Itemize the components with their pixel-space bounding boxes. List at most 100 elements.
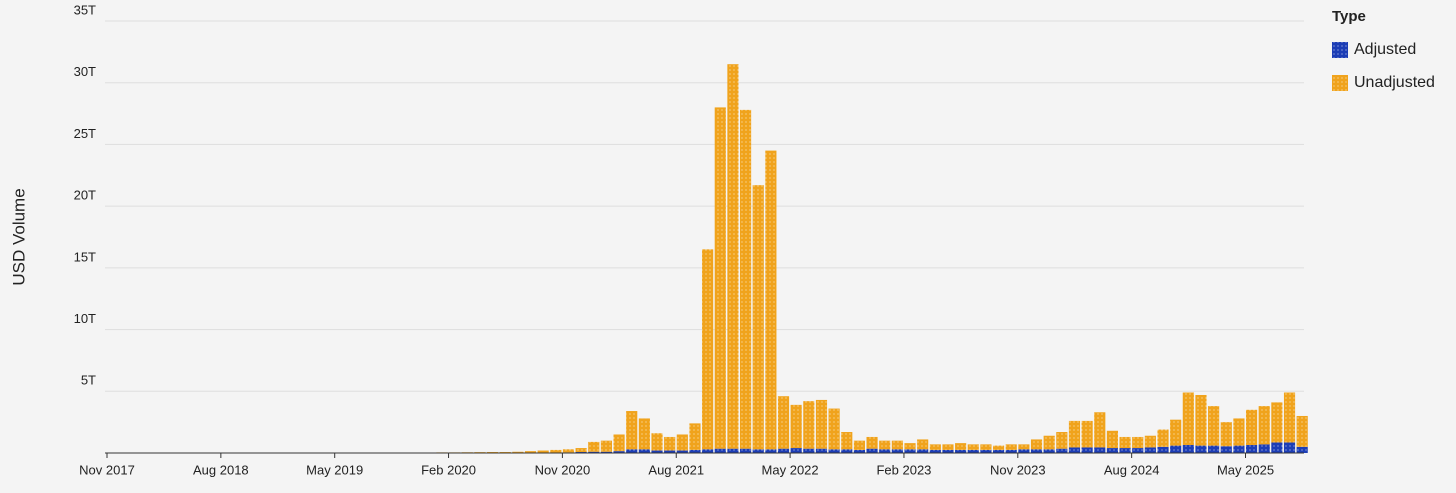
legend-swatch <box>1332 75 1348 91</box>
y-tick-label: 25T <box>74 126 96 141</box>
y-tick-label: 15T <box>74 249 96 264</box>
bar-segment <box>676 434 688 451</box>
bar-segment <box>702 249 714 450</box>
bar-segment <box>1170 419 1182 446</box>
bar-segment <box>993 445 1005 450</box>
bar-segment <box>1094 412 1106 448</box>
bar-segment <box>853 440 865 450</box>
bar-segment <box>828 408 840 450</box>
bar-segment <box>1030 439 1043 450</box>
x-tick-label: Aug 2021 <box>648 462 704 477</box>
bar-segment <box>537 450 549 453</box>
bar-segment <box>550 449 562 453</box>
bar-segment <box>803 448 815 453</box>
bar-segment <box>853 449 865 453</box>
bar-segment <box>993 449 1005 453</box>
x-tick-label: May 2022 <box>762 462 819 477</box>
bar-segment <box>1106 430 1118 449</box>
bar-segment <box>1233 445 1245 453</box>
bar-segment <box>626 449 638 453</box>
bar-segment <box>1081 447 1093 453</box>
bar-segment <box>651 433 663 451</box>
bar-segment <box>967 444 979 450</box>
bar-segment <box>967 449 979 453</box>
bar-segment <box>752 185 764 450</box>
y-tick-label: 10T <box>74 311 96 326</box>
bar-segment <box>512 451 524 453</box>
bar-segment <box>727 64 739 449</box>
bar-segment <box>1081 420 1093 448</box>
bar-segment <box>917 449 929 453</box>
bar-segment <box>1271 442 1283 453</box>
bar-segment <box>1144 447 1156 453</box>
bar-segment <box>765 150 777 450</box>
bar-segment <box>714 107 726 449</box>
bar-segment <box>955 449 967 453</box>
bar-segment <box>1068 447 1081 453</box>
bar-segment <box>1283 442 1296 453</box>
bar-segment <box>1170 445 1182 453</box>
bar-segment <box>1220 446 1232 453</box>
bar-segment <box>689 449 701 453</box>
x-tick-label: Nov 2017 <box>79 462 135 477</box>
bar-segment <box>1132 448 1144 453</box>
bar-segment <box>600 451 612 453</box>
bar-segment <box>815 448 828 453</box>
bar-segment <box>917 439 929 450</box>
bar-segment <box>1119 448 1131 453</box>
legend-label: Unadjusted <box>1354 74 1435 91</box>
y-tick-label: 30T <box>74 64 96 79</box>
bar-segment <box>1030 449 1043 453</box>
x-tick-label: Feb 2020 <box>421 462 476 477</box>
bar-segment <box>676 450 688 453</box>
bar-segment <box>524 451 537 453</box>
bar-segment <box>626 411 638 450</box>
bar-segment <box>790 404 802 449</box>
bar-segment <box>765 449 777 453</box>
bar-segment <box>1258 444 1270 453</box>
x-tick-label: Feb 2023 <box>876 462 931 477</box>
bar-segment <box>904 443 916 450</box>
bar-segment <box>866 436 878 449</box>
bar-segment <box>689 423 701 450</box>
bar-segment <box>879 449 891 453</box>
bar-segment <box>1144 435 1156 448</box>
bar-segment <box>1056 432 1068 449</box>
x-tick-label: Aug 2024 <box>1104 462 1160 477</box>
bar-segment <box>702 449 714 453</box>
bar-segment <box>1182 392 1194 445</box>
bar-segment <box>1157 446 1169 453</box>
bar-segment <box>777 448 790 453</box>
bar-segment <box>1271 402 1283 443</box>
bar-segment <box>1296 415 1308 447</box>
bar-segment <box>613 451 625 453</box>
bar-segment <box>562 449 575 453</box>
x-tick-label: May 2019 <box>306 462 363 477</box>
bar-segment <box>638 449 650 453</box>
bar-segment <box>588 441 600 452</box>
bar-segment <box>942 444 954 450</box>
bar-segment <box>575 448 587 453</box>
bar-segment <box>740 448 752 453</box>
bar-segment <box>1106 448 1118 453</box>
bar-segment <box>1195 394 1207 446</box>
bar-segment <box>752 449 764 453</box>
bar-segment <box>1018 444 1030 450</box>
y-tick-label: 5T <box>81 373 96 388</box>
bar-segment <box>777 396 790 449</box>
y-axis-label: USD Volume <box>9 188 28 285</box>
bar-segment <box>942 449 954 453</box>
bar-segment <box>1195 445 1207 453</box>
bar-segment <box>866 448 878 453</box>
bar-segment <box>879 440 891 450</box>
bar-segment <box>803 401 815 449</box>
bar-segment <box>828 449 840 453</box>
bar-segment <box>1056 448 1068 453</box>
x-tick-label: May 2025 <box>1217 462 1274 477</box>
legend-swatch <box>1332 42 1348 58</box>
bar-segment <box>1043 435 1055 450</box>
bar-segment <box>664 450 676 453</box>
bar-segment <box>1258 406 1270 445</box>
bar-segment <box>1043 449 1055 453</box>
